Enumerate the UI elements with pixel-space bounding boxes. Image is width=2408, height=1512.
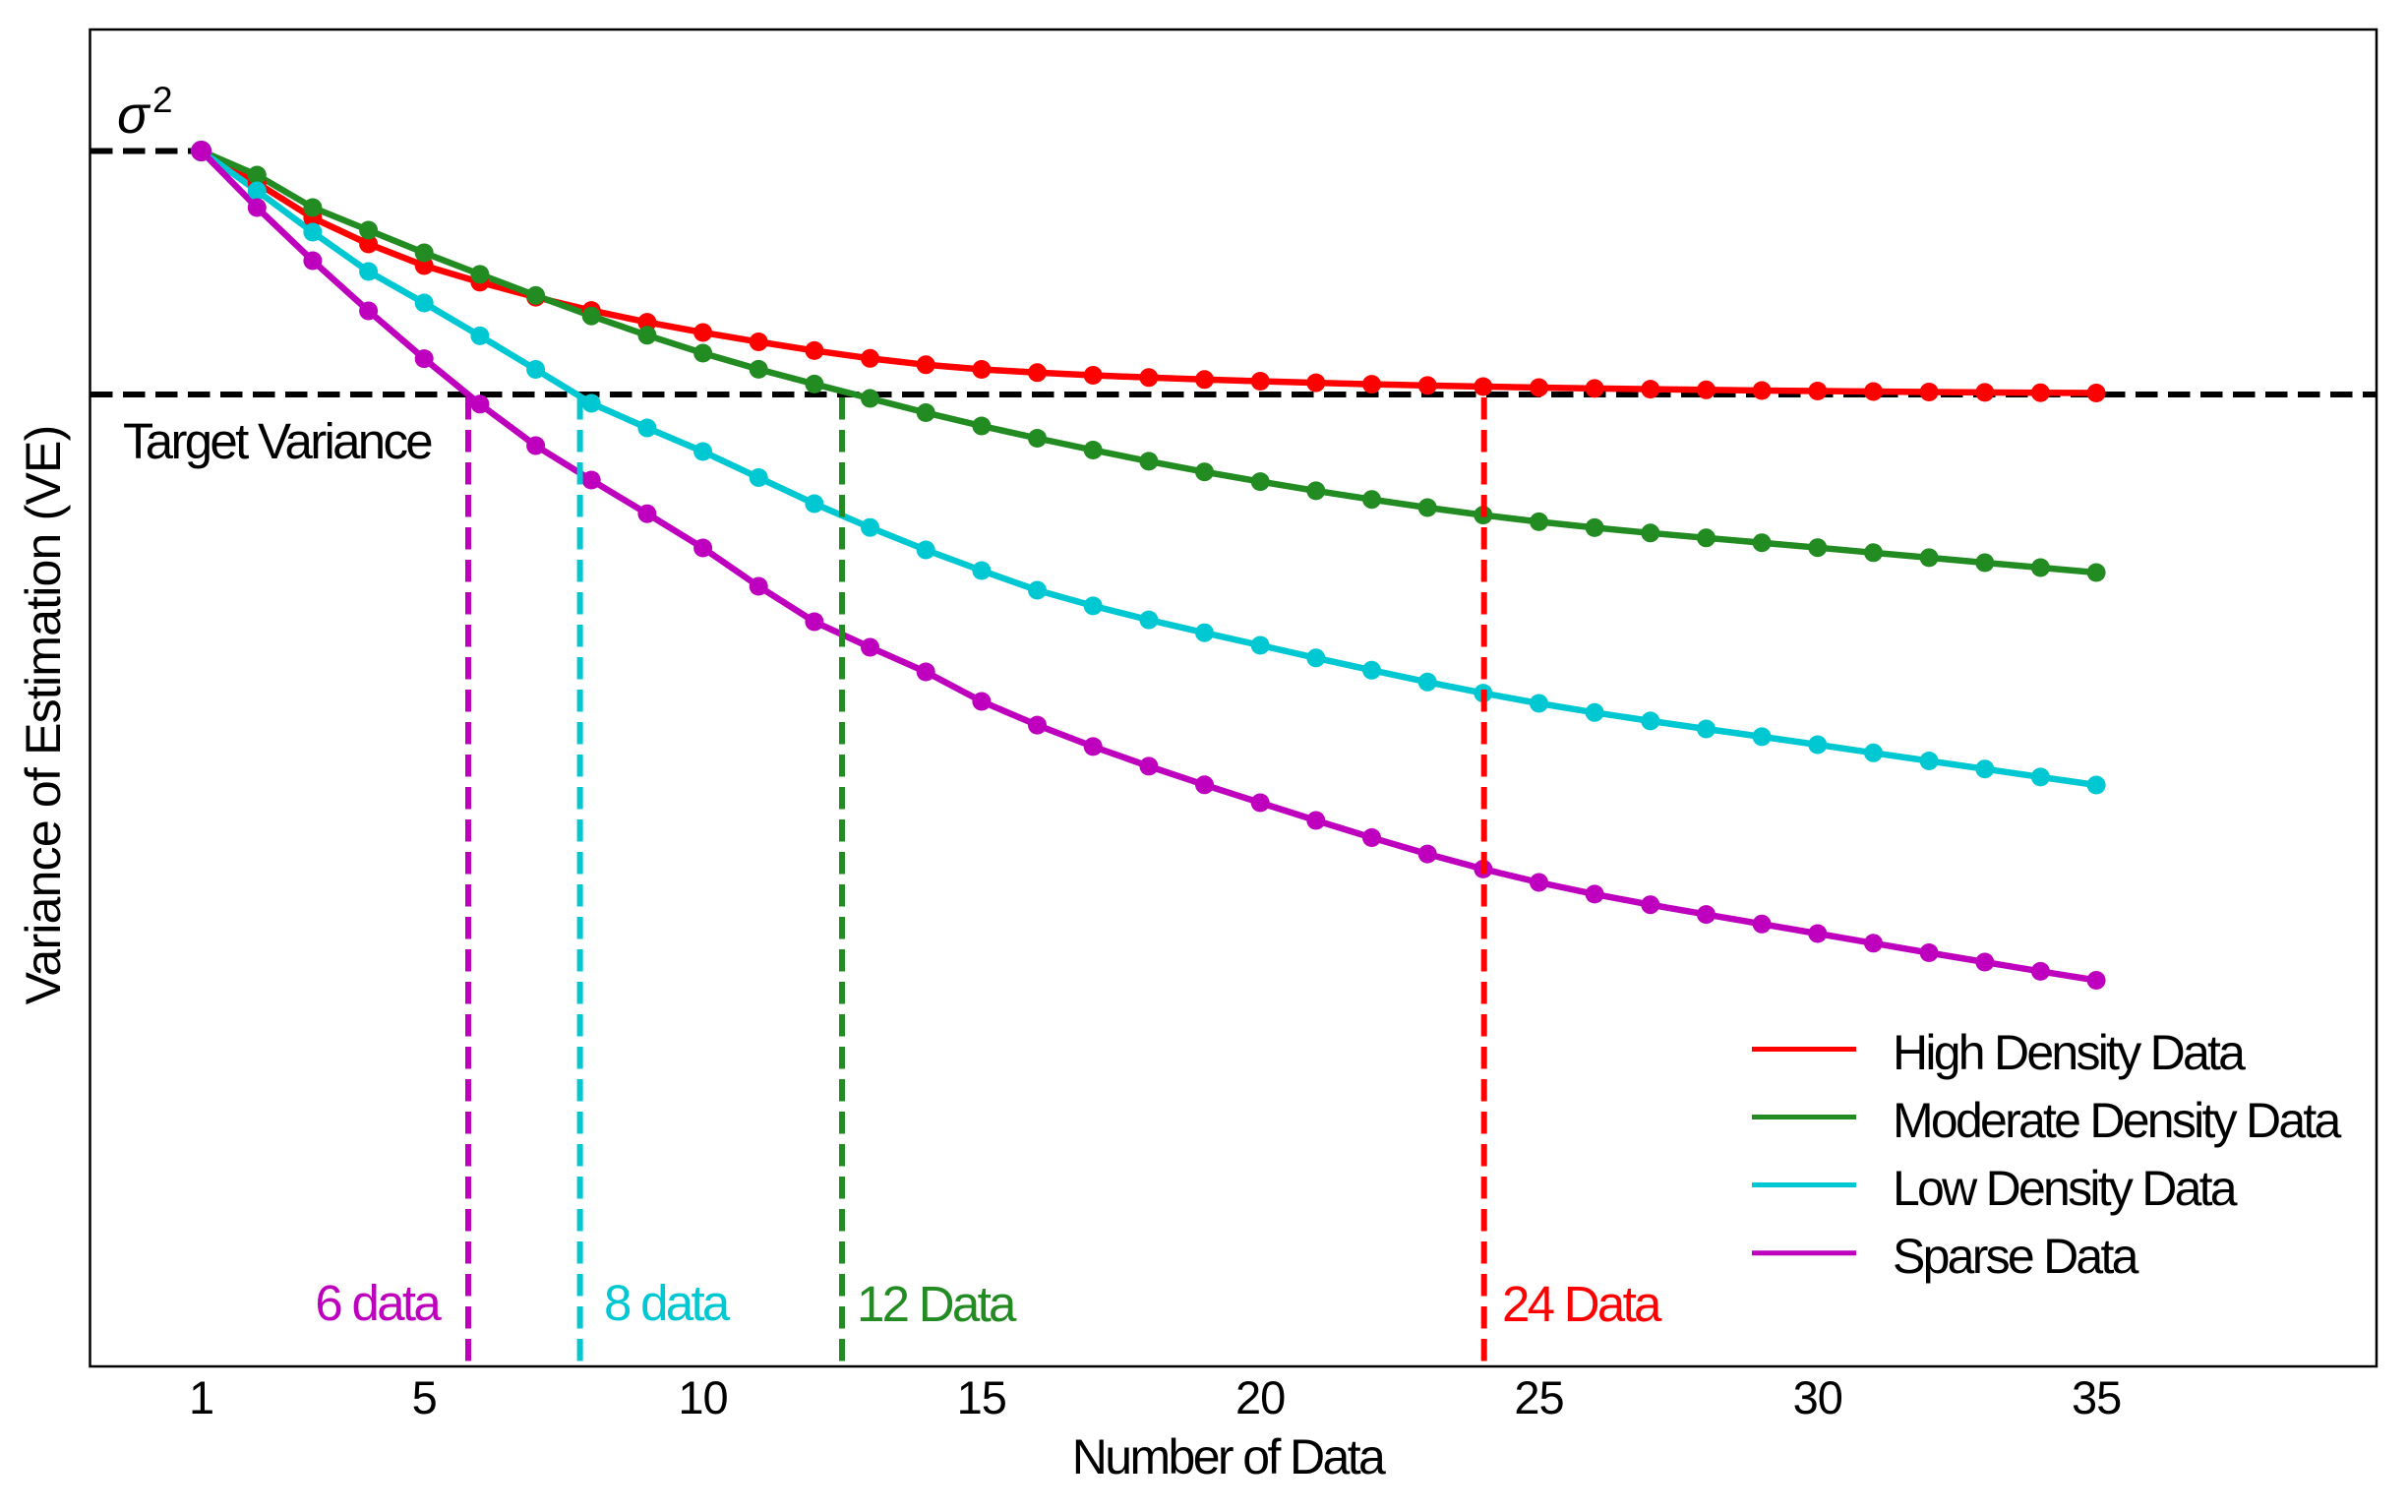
svg-text:σ: σ: [117, 86, 151, 145]
svg-text:8 data: 8 data: [604, 1275, 731, 1331]
svg-text:1: 1: [189, 1371, 213, 1423]
svg-text:5: 5: [412, 1371, 437, 1423]
svg-text:Target Variance: Target Variance: [123, 413, 432, 469]
svg-text:Low Density Data: Low Density Data: [1893, 1161, 2238, 1216]
svg-text:Number of Data: Number of Data: [1072, 1429, 1386, 1484]
svg-text:35: 35: [2072, 1371, 2121, 1423]
svg-text:Variance of Estimation (VE): Variance of Estimation (VE): [16, 426, 71, 1005]
svg-text:2: 2: [152, 80, 173, 120]
svg-text:6 data: 6 data: [315, 1275, 442, 1331]
svg-text:Moderate Density Data: Moderate Density Data: [1893, 1093, 2342, 1148]
svg-text:10: 10: [678, 1371, 727, 1423]
svg-text:Sparse Data: Sparse Data: [1893, 1229, 2139, 1284]
svg-text:12 Data: 12 Data: [857, 1276, 1017, 1332]
svg-text:20: 20: [1235, 1371, 1285, 1423]
svg-text:24 Data: 24 Data: [1502, 1276, 1662, 1332]
svg-text:High Density Data: High Density Data: [1893, 1025, 2246, 1080]
svg-text:15: 15: [957, 1371, 1006, 1423]
svg-text:25: 25: [1514, 1371, 1563, 1423]
svg-text:30: 30: [1793, 1371, 1842, 1423]
